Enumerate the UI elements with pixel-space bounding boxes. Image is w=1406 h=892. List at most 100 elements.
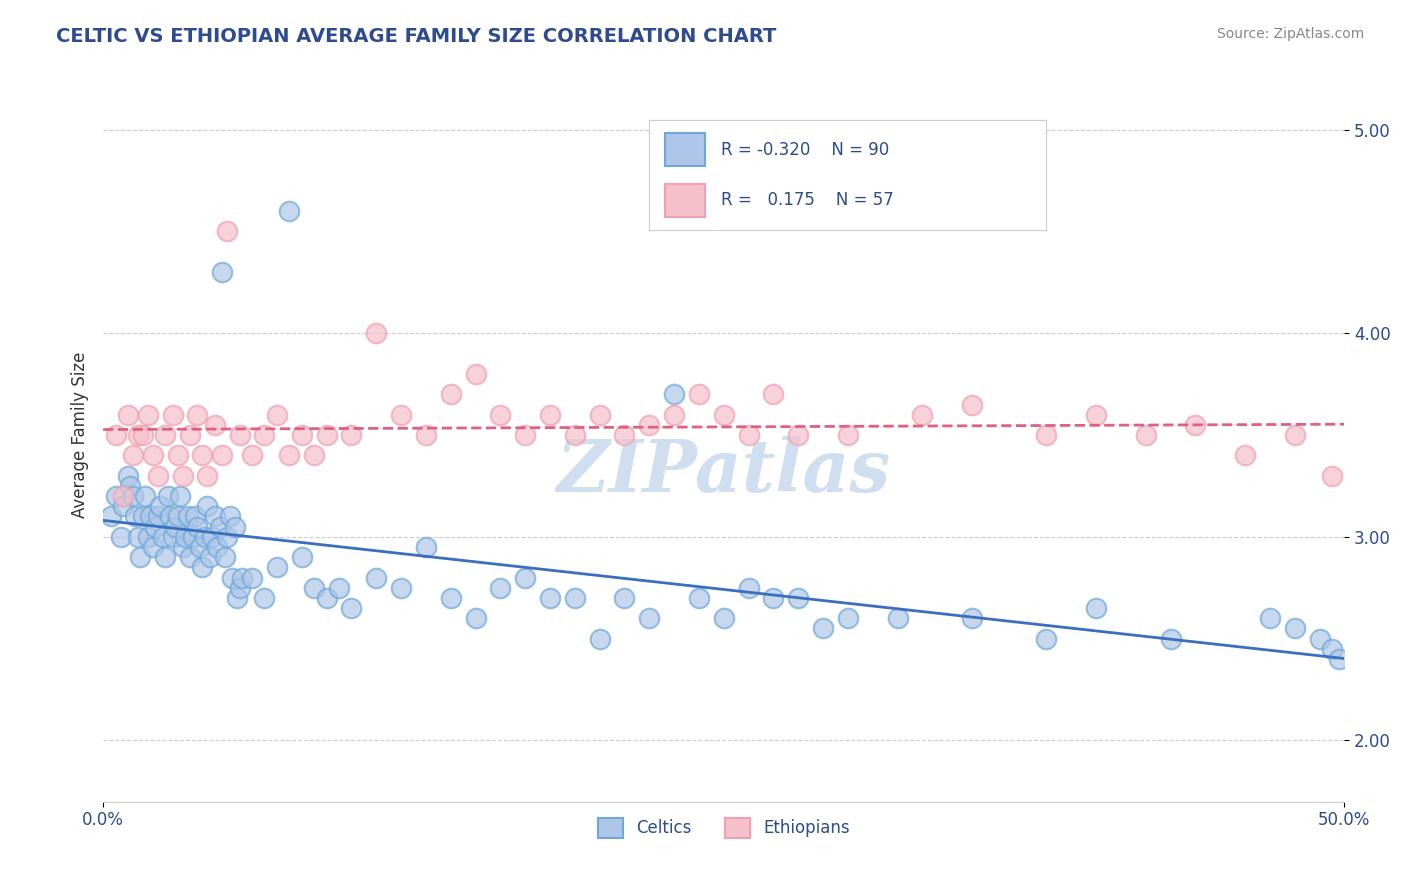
Point [172, 468, 194, 483]
Point [389, 581, 412, 595]
Point [221, 571, 243, 585]
Point [688, 591, 710, 605]
Point [515, 571, 537, 585]
Point [191, 449, 214, 463]
Point [214, 550, 236, 565]
Point [104, 428, 127, 442]
Point [1085, 408, 1108, 422]
Point [197, 468, 219, 483]
Point [389, 408, 412, 422]
Point [146, 509, 169, 524]
Text: Source: ZipAtlas.com: Source: ZipAtlas.com [1216, 27, 1364, 41]
Point [1284, 428, 1306, 442]
Point [111, 500, 134, 514]
Point [737, 428, 759, 442]
Point [228, 428, 250, 442]
Point [139, 509, 162, 524]
Point [149, 500, 172, 514]
Point [129, 550, 152, 565]
Point [176, 509, 198, 524]
Point [127, 428, 149, 442]
Text: CELTIC VS ETHIOPIAN AVERAGE FAMILY SIZE CORRELATION CHART: CELTIC VS ETHIOPIAN AVERAGE FAMILY SIZE … [56, 27, 776, 45]
Point [253, 591, 276, 605]
Point [231, 571, 253, 585]
Point [142, 449, 165, 463]
Point [201, 530, 224, 544]
Point [217, 530, 239, 544]
Point [218, 509, 240, 524]
Point [100, 509, 122, 524]
Point [266, 408, 288, 422]
Point [208, 519, 231, 533]
Point [340, 601, 363, 615]
Point [713, 611, 735, 625]
Point [181, 530, 204, 544]
Point [142, 540, 165, 554]
Point [464, 367, 486, 381]
Point [1309, 632, 1331, 646]
Point [1085, 601, 1108, 615]
Point [188, 540, 211, 554]
Point [328, 581, 350, 595]
Point [162, 530, 184, 544]
Point [762, 387, 785, 401]
Point [186, 519, 208, 533]
Point [117, 408, 139, 422]
Point [134, 489, 156, 503]
Point [837, 611, 859, 625]
Point [440, 591, 463, 605]
Point [166, 449, 188, 463]
Point [136, 408, 159, 422]
Point [278, 204, 301, 219]
Point [136, 530, 159, 544]
Point [415, 428, 437, 442]
Point [688, 387, 710, 401]
Point [1035, 632, 1057, 646]
Point [211, 265, 233, 279]
Point [197, 500, 219, 514]
Point [166, 509, 188, 524]
Point [169, 489, 191, 503]
Point [240, 571, 263, 585]
Point [811, 622, 834, 636]
Point [240, 449, 263, 463]
Point [226, 591, 249, 605]
Point [253, 428, 276, 442]
Point [184, 509, 207, 524]
Point [1320, 641, 1343, 656]
Point [489, 581, 512, 595]
Point [122, 449, 145, 463]
Point [146, 468, 169, 483]
Point [787, 428, 810, 442]
Point [198, 550, 221, 565]
Point [224, 519, 246, 533]
Point [762, 591, 785, 605]
Point [588, 632, 610, 646]
Point [217, 224, 239, 238]
Point [440, 387, 463, 401]
Point [132, 428, 155, 442]
Point [1329, 652, 1351, 666]
Point [127, 530, 149, 544]
Point [787, 591, 810, 605]
Point [1035, 428, 1057, 442]
Point [315, 428, 337, 442]
Text: ZIPatlas: ZIPatlas [557, 436, 891, 508]
Point [340, 428, 363, 442]
Point [132, 509, 155, 524]
Point [638, 611, 661, 625]
Point [191, 560, 214, 574]
Point [194, 530, 217, 544]
Point [111, 489, 134, 503]
Point [291, 428, 314, 442]
Point [120, 479, 142, 493]
Point [366, 571, 388, 585]
Point [538, 591, 561, 605]
Point [207, 540, 229, 554]
Point [179, 550, 201, 565]
Point [737, 581, 759, 595]
Legend: Celtics, Ethiopians: Celtics, Ethiopians [591, 811, 856, 845]
Point [638, 417, 661, 432]
Point [159, 509, 181, 524]
Point [143, 519, 166, 533]
